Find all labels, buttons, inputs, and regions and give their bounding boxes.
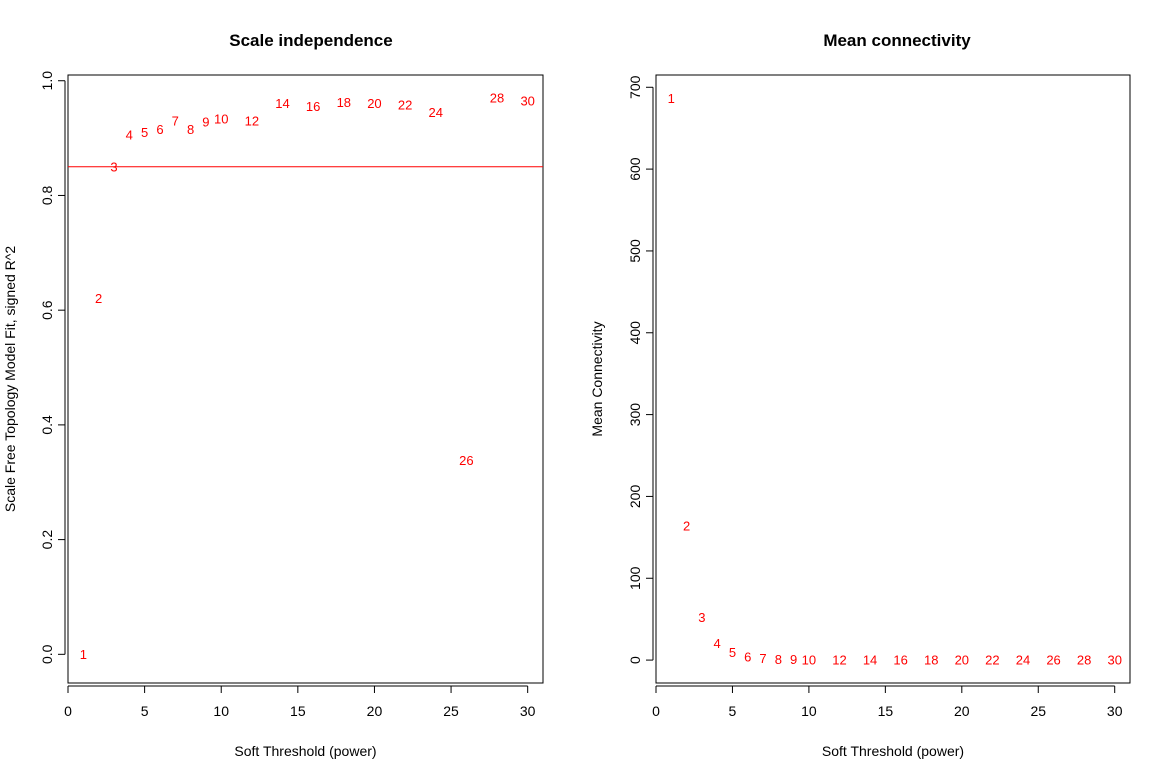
- data-point-label: 4: [714, 636, 721, 651]
- data-point-label: 18: [337, 95, 351, 110]
- data-point-label: 1: [80, 647, 87, 662]
- x-tick-label: 15: [290, 703, 306, 719]
- data-point-label: 26: [1046, 653, 1060, 668]
- y-tick-label: 0: [627, 656, 643, 664]
- y-tick-label: 0.2: [39, 530, 55, 550]
- data-point-label: 16: [893, 653, 907, 668]
- data-point-label: 2: [683, 518, 690, 533]
- x-tick-label: 0: [652, 703, 660, 719]
- x-tick-label: 5: [729, 703, 737, 719]
- data-point-label: 10: [214, 112, 228, 127]
- data-point-label: 14: [863, 653, 877, 668]
- x-tick-label: 15: [878, 703, 894, 719]
- data-point-label: 4: [126, 128, 133, 143]
- data-point-label: 1: [668, 91, 675, 106]
- data-point-label: 7: [759, 651, 766, 666]
- y-axis-label: Mean Connectivity: [589, 321, 605, 436]
- y-tick-label: 100: [627, 566, 643, 590]
- x-tick-label: 25: [1030, 703, 1046, 719]
- data-point-label: 24: [1016, 653, 1030, 668]
- data-point-label: 5: [729, 645, 736, 660]
- data-point-label: 12: [832, 653, 846, 668]
- y-tick-label: 1.0: [39, 71, 55, 91]
- x-tick-label: 30: [1107, 703, 1123, 719]
- data-point-label: 2: [95, 291, 102, 306]
- data-point-label: 10: [802, 653, 816, 668]
- y-tick-label: 700: [627, 75, 643, 99]
- data-point-label: 14: [275, 96, 289, 111]
- x-tick-label: 10: [213, 703, 229, 719]
- data-point-label: 20: [955, 653, 969, 668]
- y-tick-label: 0.4: [39, 415, 55, 435]
- data-point-label: 9: [202, 115, 209, 130]
- y-tick-label: 0.6: [39, 300, 55, 320]
- x-tick-label: 25: [443, 703, 459, 719]
- data-point-label: 12: [245, 113, 259, 128]
- x-tick-label: 30: [520, 703, 536, 719]
- x-tick-label: 0: [64, 703, 72, 719]
- data-point-label: 8: [775, 652, 782, 667]
- y-tick-label: 500: [627, 239, 643, 263]
- x-tick-label: 5: [141, 703, 149, 719]
- x-axis-label: Soft Threshold (power): [822, 743, 964, 759]
- y-tick-label: 600: [627, 157, 643, 181]
- y-tick-label: 400: [627, 321, 643, 345]
- data-point-label: 6: [156, 122, 163, 137]
- plot-frame: [67, 74, 544, 684]
- y-tick-label: 0.0: [39, 644, 55, 664]
- data-point-label: 9: [790, 652, 797, 667]
- data-point-label: 24: [429, 105, 443, 120]
- x-axis-label: Soft Threshold (power): [234, 743, 376, 759]
- data-point-label: 3: [110, 159, 117, 174]
- data-point-label: 30: [1107, 653, 1121, 668]
- chart-title: Mean connectivity: [823, 31, 971, 50]
- data-point-label: 5: [141, 125, 148, 140]
- y-tick-label: 200: [627, 485, 643, 509]
- data-point-label: 16: [306, 99, 320, 114]
- data-point-label: 7: [172, 113, 179, 128]
- data-point-label: 20: [367, 96, 381, 111]
- data-point-label: 26: [459, 453, 473, 468]
- data-point-label: 18: [924, 653, 938, 668]
- y-axis-label: Scale Free Topology Model Fit, signed R^…: [2, 246, 18, 512]
- data-point-label: 28: [490, 90, 504, 105]
- plot-frame: [655, 74, 1131, 684]
- x-tick-label: 20: [367, 703, 383, 719]
- data-point-label: 6: [744, 649, 751, 664]
- data-point-label: 8: [187, 122, 194, 137]
- data-point-label: 22: [398, 97, 412, 112]
- chart-title: Scale independence: [229, 31, 392, 50]
- data-point-label: 28: [1077, 653, 1091, 668]
- x-tick-label: 10: [801, 703, 817, 719]
- y-tick-label: 300: [627, 403, 643, 427]
- data-point-label: 30: [520, 93, 534, 108]
- data-point-label: 3: [698, 610, 705, 625]
- y-tick-label: 0.8: [39, 186, 55, 206]
- data-point-label: 22: [985, 653, 999, 668]
- x-tick-label: 20: [954, 703, 970, 719]
